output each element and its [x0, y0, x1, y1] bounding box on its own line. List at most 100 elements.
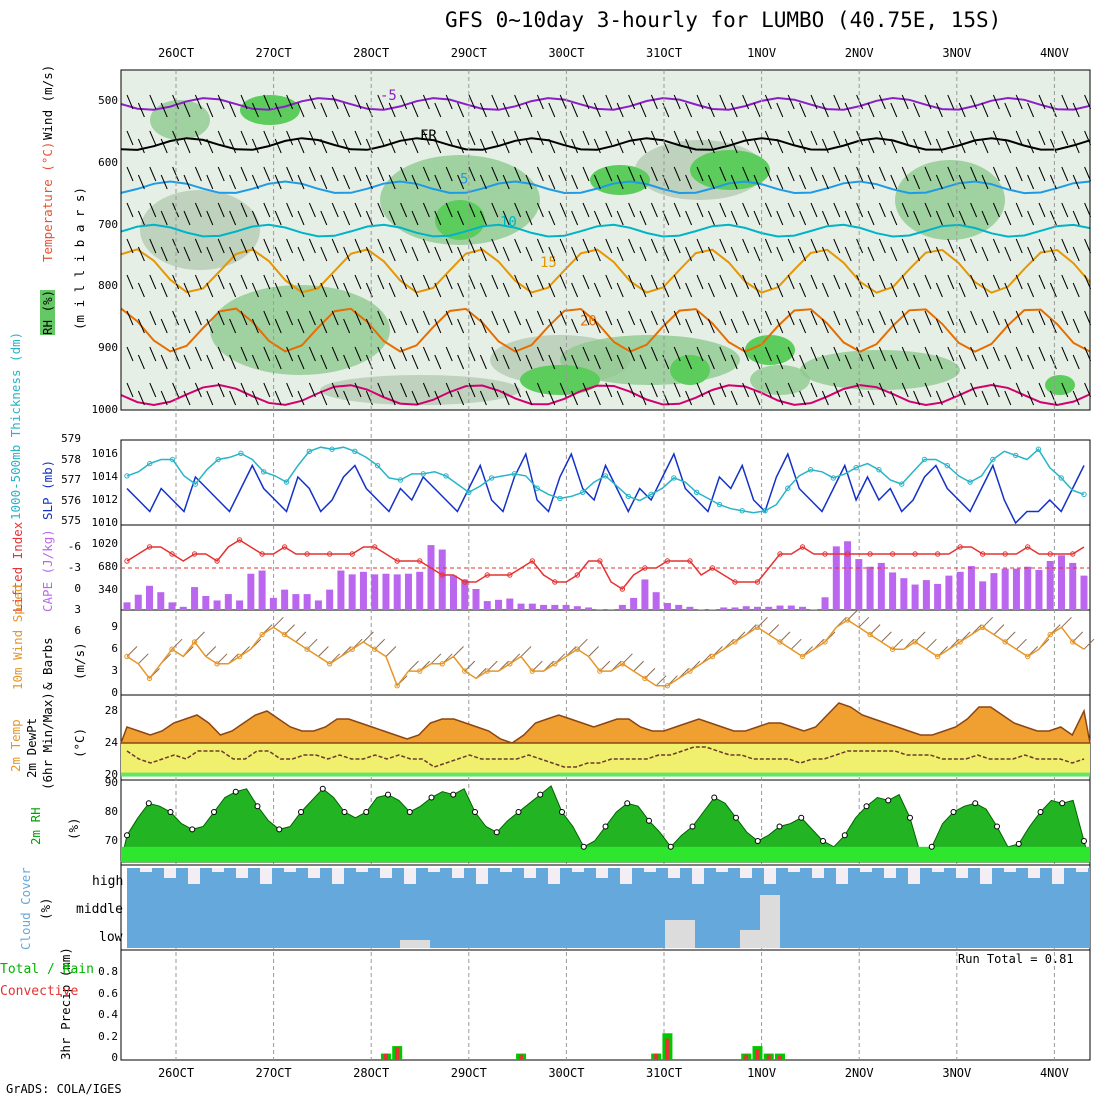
- p1-mb-label: (m i l l i b a r s): [72, 187, 87, 330]
- wind-barb: [445, 382, 453, 398]
- cape-bar: [258, 570, 266, 610]
- p5-dew-label: 2m DewPt: [24, 717, 39, 778]
- wind-barb: [707, 354, 715, 370]
- wind-barb: [331, 310, 339, 326]
- wind-barb: [628, 274, 636, 290]
- surface-wind-barb: [588, 646, 599, 657]
- wind-barb: [422, 382, 430, 398]
- wind-barb: [548, 390, 556, 406]
- cape-bar: [630, 597, 638, 610]
- wind-barb: [457, 138, 465, 154]
- wind-barb: [217, 130, 225, 146]
- rh-marker: [450, 791, 457, 798]
- wind-barb: [377, 166, 385, 182]
- wind-barb: [274, 354, 282, 370]
- wind-barb: [776, 390, 784, 406]
- cloud-high-gap: [932, 868, 944, 872]
- wind-barb: [571, 318, 579, 334]
- wind-barb: [1049, 246, 1057, 262]
- y-tick: 1016: [91, 447, 119, 460]
- wind-barb: [947, 310, 955, 326]
- cape-bar: [123, 602, 131, 610]
- wind-barb: [400, 382, 408, 398]
- wind-barb: [548, 282, 556, 298]
- wind-barb: [183, 318, 191, 334]
- thickness-line-marker: [1012, 452, 1019, 459]
- thickness-line-marker: [215, 456, 221, 463]
- wind-barb: [1004, 390, 1012, 406]
- y-tick: 80: [104, 805, 118, 818]
- wind-barb: [844, 102, 852, 118]
- chart-title: GFS 0~10day 3-hourly for LUMBO (40.75E, …: [445, 8, 1002, 32]
- wind-barb: [320, 282, 328, 298]
- cloud-high-gap: [764, 868, 776, 884]
- wind-barb: [810, 382, 818, 398]
- wind-barb: [719, 166, 727, 182]
- wind-barb: [502, 246, 510, 262]
- cape-bar: [731, 607, 739, 610]
- cape-bar: [303, 594, 311, 610]
- wind-barb: [172, 382, 180, 398]
- wind-barb: [913, 390, 921, 406]
- wind-barb: [970, 202, 978, 218]
- wind-barb: [1015, 346, 1023, 362]
- wind-barb: [331, 202, 339, 218]
- y-tick: 3: [74, 603, 81, 616]
- y-tick: 70: [104, 834, 118, 847]
- wind-barb: [320, 318, 328, 334]
- wind-barb: [183, 246, 191, 262]
- wind-speed-line-marker: [687, 668, 693, 674]
- cloud-high-gap: [428, 868, 440, 872]
- wind-barb: [400, 310, 408, 326]
- wind-barb: [229, 246, 237, 262]
- wind-barb: [514, 310, 522, 326]
- cloud-high-gap: [644, 868, 656, 872]
- cape-bar: [889, 572, 897, 610]
- wind-barb: [411, 102, 419, 118]
- wind-barb: [1061, 166, 1069, 182]
- cape-bar: [1024, 566, 1032, 610]
- thickness-line-marker: [944, 462, 950, 469]
- wind-barb: [377, 310, 385, 326]
- wind-barb: [217, 94, 225, 110]
- wind-barb: [890, 246, 898, 262]
- cloud-high-gap: [716, 868, 728, 872]
- wind-barb: [878, 202, 886, 218]
- wind-barb: [251, 174, 259, 190]
- wind-barb: [1072, 390, 1080, 406]
- wind-barb: [992, 382, 1000, 398]
- wind-barb: [548, 354, 556, 370]
- wind-barb: [742, 130, 750, 146]
- wind-barb: [981, 318, 989, 334]
- wind-barb: [536, 382, 544, 398]
- rh-marker: [211, 809, 217, 815]
- wind-barb: [457, 210, 465, 226]
- wind-barb: [286, 166, 294, 182]
- thickness-line-marker: [580, 489, 586, 495]
- wind-barb: [970, 382, 978, 398]
- wind-barb: [525, 174, 533, 190]
- cloud-high-gap: [188, 868, 200, 884]
- y-tick: -6: [67, 540, 81, 553]
- thickness-line: [126, 446, 1085, 514]
- wind-barb: [308, 202, 316, 218]
- wind-barb: [468, 130, 476, 146]
- wind-barb: [400, 130, 408, 146]
- wind-barb: [445, 346, 453, 362]
- wind-barb: [571, 354, 579, 370]
- wind-barb: [297, 282, 305, 298]
- wind-barb: [343, 102, 351, 118]
- wind-barb: [194, 274, 202, 290]
- cape-bar: [540, 604, 548, 610]
- wind-barb: [331, 166, 339, 182]
- wind-barb: [924, 94, 932, 110]
- wind-barb: [753, 210, 761, 226]
- wind-barb: [388, 354, 396, 370]
- wind-barb: [206, 282, 214, 298]
- wind-barb: [297, 138, 305, 154]
- wind-barb: [821, 246, 829, 262]
- wind-barb: [445, 274, 453, 290]
- cloud-high-gap: [620, 868, 632, 884]
- wind-barb: [388, 246, 396, 262]
- p5-temp-label: 2m Temp: [8, 719, 23, 772]
